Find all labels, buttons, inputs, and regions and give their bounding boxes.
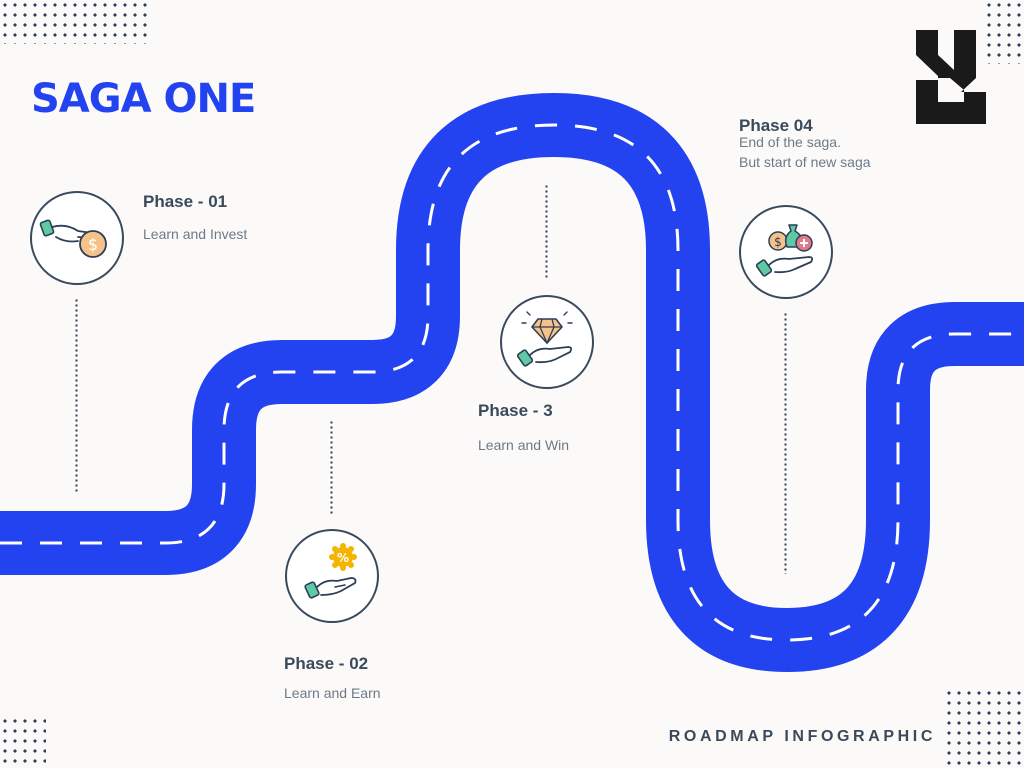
- dot-grid-bottom-left: [0, 716, 46, 768]
- hand-money-bags-icon: $: [755, 224, 814, 277]
- phase-04-description-line-2: But start of new saga: [739, 154, 871, 170]
- phase-03-connector: [545, 184, 548, 279]
- dot-grid-top-left: [0, 0, 148, 44]
- hand-diamond-icon: [516, 311, 573, 367]
- phase-02-connector: [330, 420, 333, 515]
- road-center-line: [0, 123, 1024, 642]
- phase-04-description-line-1: End of the saga.: [739, 134, 841, 150]
- hand-percent-icon: %: [304, 543, 357, 599]
- hand-coin-icon: $: [39, 219, 107, 258]
- dot-grid-bottom-right: [944, 688, 1024, 768]
- page-title: SAGA ONE: [31, 76, 256, 122]
- phase-02-icon-circle: %: [285, 529, 379, 623]
- phase-02-description: Learn and Earn: [284, 685, 381, 701]
- phase-01-description: Learn and Invest: [143, 226, 248, 242]
- phase-02-title: Phase - 02: [284, 654, 369, 673]
- svg-text:$: $: [88, 235, 98, 254]
- footer-caption: ROADMAP INFOGRAPHIC: [668, 728, 936, 745]
- phase-04-title: Phase 04: [739, 116, 813, 135]
- phase-04-icon-circle: $: [739, 205, 833, 299]
- phase-03-icon-circle: [500, 295, 594, 389]
- brand-logo: [916, 30, 986, 124]
- phase-01-title: Phase - 01: [143, 192, 228, 211]
- phase-01-icon-circle: $: [30, 191, 124, 285]
- dot-grid-top-right: [984, 0, 1024, 64]
- svg-text:$: $: [774, 235, 782, 249]
- phase-01-connector: [75, 298, 78, 492]
- phase-03-description: Learn and Win: [478, 437, 570, 453]
- svg-text:%: %: [337, 551, 349, 565]
- phase-03-title: Phase - 3: [478, 401, 553, 420]
- phase-04-connector: [784, 312, 787, 574]
